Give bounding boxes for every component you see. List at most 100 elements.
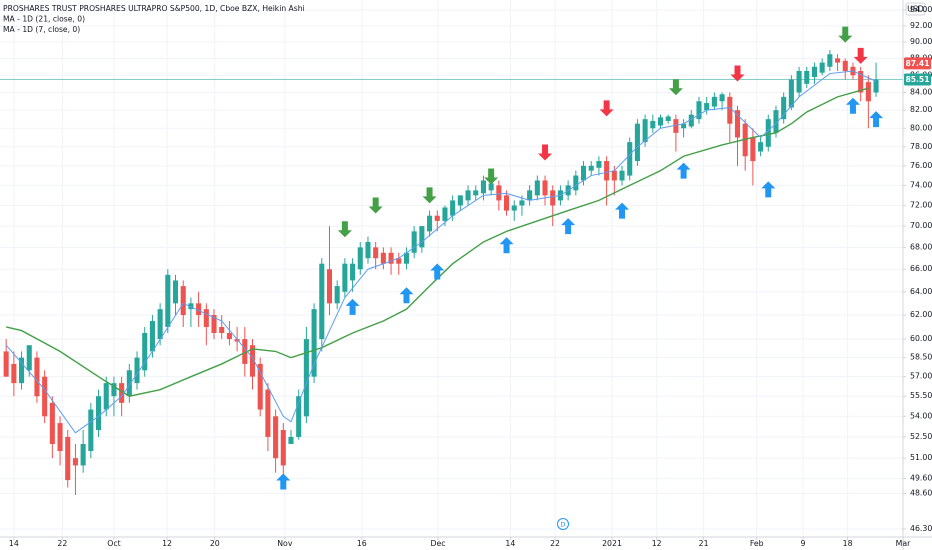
candle-body — [49, 402, 55, 444]
candle-body — [604, 161, 610, 181]
candle-body — [734, 110, 741, 138]
x-tick-label: Dec — [430, 539, 445, 548]
candle-body — [242, 339, 248, 364]
signal-arrow — [869, 111, 884, 128]
x-tick-label: 22 — [57, 539, 67, 548]
signal-arrow — [599, 100, 614, 117]
candle-body — [72, 458, 78, 466]
event-marker-circle — [557, 518, 569, 530]
candle-body — [3, 351, 9, 377]
price-tag — [904, 57, 931, 70]
candle-body — [588, 165, 594, 171]
candle-body — [226, 333, 232, 340]
candle-body — [627, 142, 633, 176]
signal-arrow — [730, 65, 745, 82]
y-tick-label: 76.00 — [910, 161, 932, 170]
candle-body — [519, 200, 525, 206]
candle-body — [819, 62, 825, 73]
signal-arrow — [399, 287, 414, 304]
candle-body — [696, 101, 702, 120]
candle-body — [827, 54, 833, 67]
candle-body — [11, 363, 17, 384]
y-tick-label: 46.30 — [910, 524, 932, 533]
candle-body — [19, 357, 25, 384]
candle-body — [350, 263, 356, 281]
candle-body — [865, 82, 871, 102]
y-tick-label: 66.00 — [910, 264, 932, 273]
signal-arrow — [499, 237, 514, 254]
signal-arrow — [676, 162, 691, 179]
moving-average-line — [6, 87, 869, 397]
candle-body — [149, 320, 155, 352]
candle-body — [473, 190, 479, 196]
candle-body — [219, 326, 225, 334]
candle-body — [657, 117, 664, 126]
candle-body — [157, 309, 163, 340]
signal-arrow — [615, 202, 630, 219]
candle-body — [750, 137, 756, 162]
candle-body — [211, 315, 217, 334]
candle-body — [527, 190, 533, 201]
y-tick-label: 48.60 — [910, 489, 932, 498]
x-tick-label: 20 — [210, 539, 220, 548]
signal-arrow — [761, 181, 776, 198]
currency-box — [905, 2, 926, 16]
plot — [0, 26, 903, 496]
y-tick-label: 82.00 — [910, 105, 932, 114]
candle-body — [288, 436, 294, 444]
candle-body — [727, 96, 733, 124]
x-tick-label: 18 — [843, 539, 853, 548]
chart-title: PROSHARES TRUST PROSHARES ULTRAPRO S&P50… — [3, 4, 305, 13]
candle-body — [65, 436, 71, 481]
x-tick-label: 12 — [652, 539, 662, 548]
candle-body — [319, 263, 325, 340]
candle-body — [427, 215, 433, 232]
candle-body — [373, 247, 379, 259]
candle-body — [419, 226, 425, 248]
legend-entry: MA - 1D (21, close, 0) — [3, 15, 85, 24]
candle-body — [580, 165, 587, 181]
candle-body — [465, 190, 471, 201]
candle-body — [196, 303, 202, 316]
candle-body — [504, 195, 510, 211]
x-tick-label: Feb — [750, 539, 764, 548]
candle-body — [134, 357, 140, 384]
price-tag — [904, 73, 931, 86]
candle-body — [326, 269, 333, 304]
y-tick-label: 49.60 — [910, 474, 932, 483]
candle-body — [265, 389, 271, 437]
y-tick-label: 72.00 — [910, 200, 932, 209]
y-tick-label: 57.00 — [910, 372, 932, 381]
x-tick-label: 14 — [9, 539, 19, 548]
candle-body — [365, 241, 371, 259]
candle-body — [119, 383, 125, 403]
candle-body — [165, 274, 171, 327]
candle-body — [634, 123, 640, 162]
candle-body — [142, 333, 148, 371]
x-tick-label: 12 — [162, 539, 172, 548]
y-tick-label: 70.00 — [910, 221, 932, 230]
x-tick-label: 16 — [357, 539, 367, 548]
signal-arrow — [845, 97, 860, 114]
price-tag-label: 85.51 — [905, 75, 929, 84]
y-tick-label: 52.50 — [910, 432, 932, 441]
candle-body — [380, 252, 386, 264]
candle-body — [80, 443, 86, 466]
event-marker-label: D — [560, 521, 565, 529]
candle-body — [457, 195, 463, 206]
candle-body — [688, 114, 694, 127]
candle-body — [488, 183, 494, 191]
candle-body — [873, 79, 879, 93]
signal-arrow — [368, 197, 383, 214]
x-tick-label: 2021 — [602, 539, 622, 548]
y-tick-label: 90.00 — [910, 37, 932, 46]
candle-body — [126, 370, 132, 397]
x-tick-label: Mar — [896, 539, 912, 548]
signal-arrow — [838, 26, 853, 43]
candle-body — [542, 180, 548, 196]
candle-body — [388, 252, 394, 264]
candle-body — [249, 345, 256, 377]
candle-body — [842, 60, 848, 72]
candle-body — [573, 175, 579, 191]
x-tick-label: 22 — [550, 539, 560, 548]
